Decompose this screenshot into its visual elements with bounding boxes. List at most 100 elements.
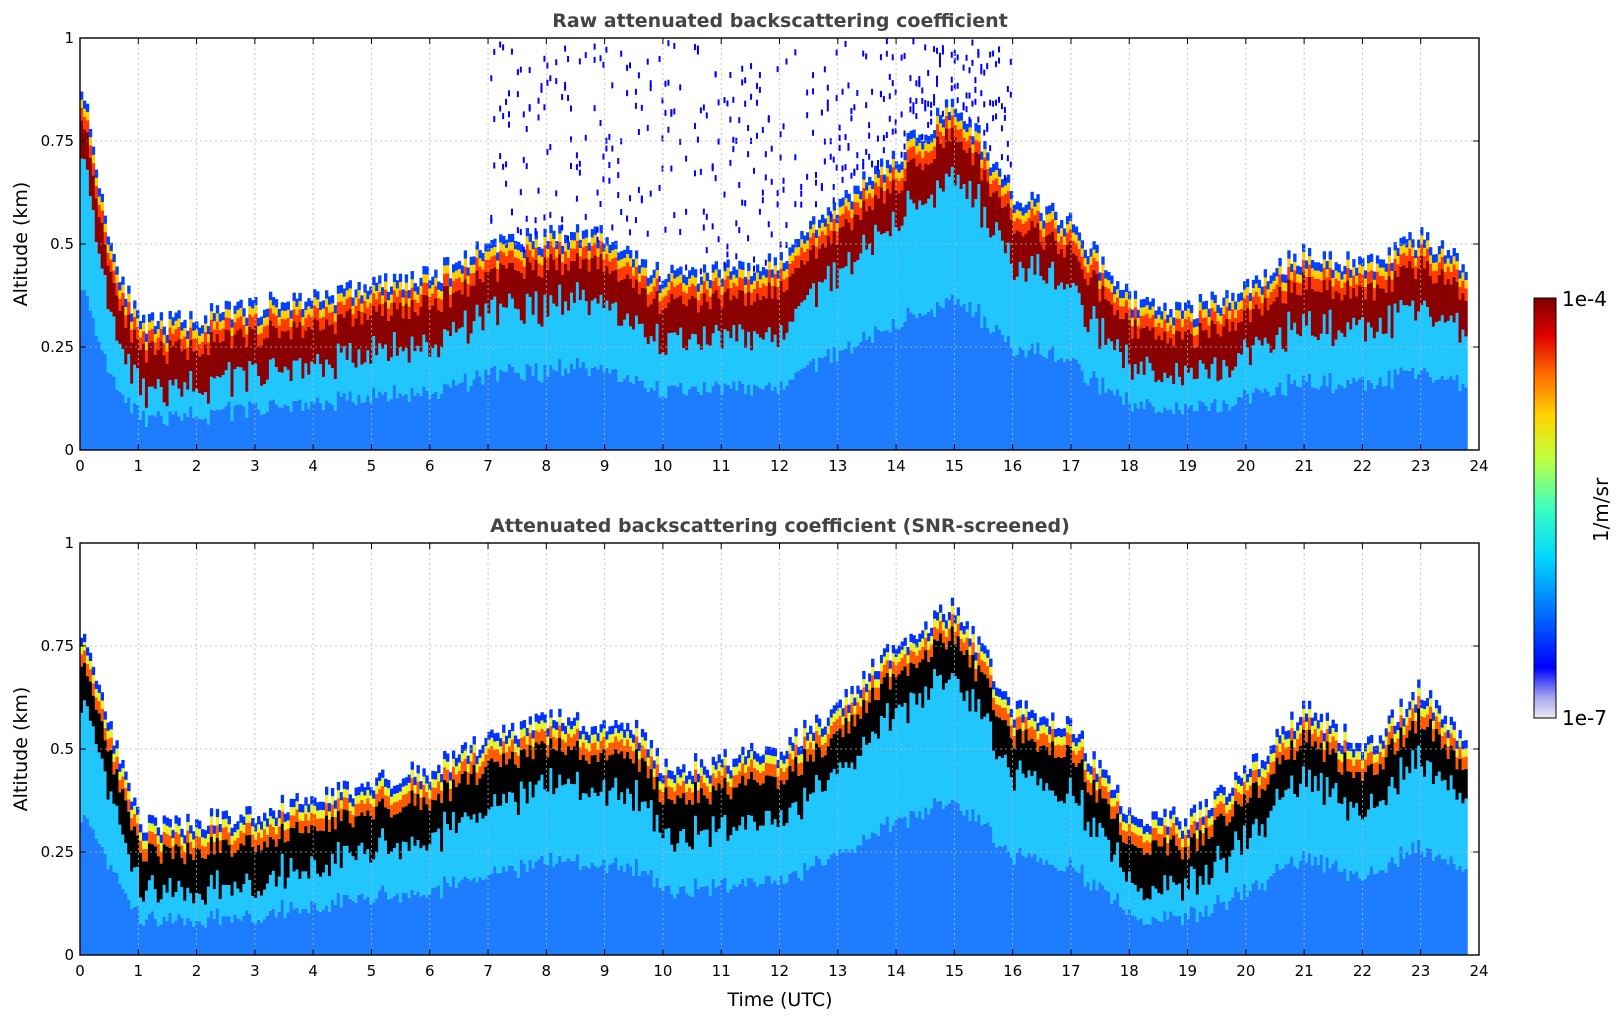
heatmap-cell <box>330 853 335 900</box>
heatmap-cell <box>153 889 158 919</box>
heatmap-cell <box>782 771 786 785</box>
heatmap-cell <box>339 396 344 450</box>
heatmap-cell <box>289 827 293 859</box>
heatmap-cell <box>1369 327 1374 383</box>
heatmap-cell <box>897 193 901 231</box>
heatmap-cell <box>263 309 267 318</box>
heatmap-cell <box>817 735 822 748</box>
heatmap-cell <box>679 831 683 887</box>
heatmap-cell <box>959 128 963 142</box>
heatmap-cell <box>268 308 273 321</box>
heatmap-cell <box>150 312 155 321</box>
heatmap-cell <box>844 266 848 349</box>
heatmap-cell <box>218 852 223 900</box>
heatmap-cell <box>1169 309 1173 318</box>
heatmap-cell <box>584 301 589 369</box>
heatmap-cell <box>1434 322 1439 380</box>
heatmap-cell <box>85 663 90 677</box>
noise-speck <box>549 144 552 151</box>
noise-speck <box>567 95 570 102</box>
noise-speck <box>900 54 903 61</box>
heatmap-cell <box>327 831 332 877</box>
heatmap-cell <box>1334 262 1338 271</box>
heatmap-cell <box>508 738 512 747</box>
heatmap-cell <box>384 281 388 290</box>
heatmap-cell <box>941 148 946 192</box>
heatmap-cell <box>1006 336 1011 450</box>
heatmap-cell <box>121 759 125 769</box>
heatmap-cell <box>534 362 538 450</box>
heatmap-cell <box>375 794 379 807</box>
heatmap-cell <box>546 736 550 745</box>
heatmap-cell <box>124 779 128 789</box>
heatmap-cell <box>944 298 949 450</box>
heatmap-cell <box>1213 294 1217 304</box>
heatmap-cell <box>741 763 745 776</box>
noise-speck <box>924 100 927 106</box>
heatmap-cell <box>103 232 107 245</box>
noise-speck <box>971 100 974 107</box>
heatmap-cell <box>481 745 485 754</box>
heatmap-cell <box>750 759 754 772</box>
heatmap-cell <box>983 206 987 317</box>
heatmap-cell <box>865 190 869 199</box>
heatmap-cell <box>918 142 922 152</box>
heatmap-cell <box>670 264 674 274</box>
heatmap-cell <box>525 244 530 257</box>
heatmap-cell <box>838 707 842 717</box>
heatmap-cell <box>230 895 234 923</box>
heatmap-cell <box>189 371 193 407</box>
heatmap-cell <box>705 344 710 392</box>
heatmap-cell <box>389 294 394 303</box>
heatmap-cell <box>714 261 718 270</box>
heatmap-cell <box>499 369 503 450</box>
heatmap-cell <box>1207 308 1211 317</box>
heatmap-cell <box>1307 247 1312 257</box>
heatmap-cell <box>841 852 845 955</box>
heatmap-cell <box>608 373 612 450</box>
heatmap-cell <box>1130 309 1135 318</box>
heatmap-cell <box>487 875 491 955</box>
heatmap-cell <box>691 792 695 805</box>
heatmap-cell <box>1387 255 1391 264</box>
heatmap-cell <box>144 849 149 862</box>
heatmap-cell <box>661 309 665 353</box>
heatmap-cell <box>552 866 556 955</box>
heatmap-cell <box>313 364 317 403</box>
heatmap-cell <box>750 395 754 450</box>
noise-speck <box>664 226 667 233</box>
heatmap-cell <box>947 140 952 177</box>
heatmap-cell <box>322 329 326 377</box>
heatmap-cell <box>422 274 426 283</box>
heatmap-cell <box>245 910 249 955</box>
heatmap-cell <box>283 319 288 332</box>
heatmap-cell <box>510 751 515 793</box>
noise-speck <box>832 197 835 204</box>
heatmap-cell <box>637 811 642 876</box>
heatmap-cell <box>753 759 757 768</box>
heatmap-cell <box>369 816 373 863</box>
heatmap-cell <box>360 893 364 955</box>
heatmap-cell <box>1204 317 1208 330</box>
heatmap-cell <box>366 896 370 955</box>
noise-speck <box>862 158 865 165</box>
heatmap-cell <box>94 169 99 178</box>
heatmap-cell <box>670 332 674 386</box>
heatmap-cell <box>590 726 595 735</box>
heatmap-cell <box>735 277 739 287</box>
grid-lines <box>80 38 1479 450</box>
heatmap-cell <box>1304 381 1309 450</box>
heatmap-cell <box>646 874 651 955</box>
heatmap-cell <box>820 728 825 737</box>
heatmap-cell <box>812 216 816 225</box>
heatmap-cell <box>1275 386 1279 450</box>
heatmap-cell <box>773 880 778 955</box>
heatmap-cell <box>342 288 347 297</box>
heatmap-cell <box>490 873 494 955</box>
heatmap-cell <box>195 848 199 893</box>
heatmap-cell <box>1065 232 1070 245</box>
noise-speck <box>522 156 525 163</box>
heatmap-cell <box>685 792 689 805</box>
heatmap-cell <box>1364 299 1368 342</box>
heatmap-cell <box>289 326 293 340</box>
